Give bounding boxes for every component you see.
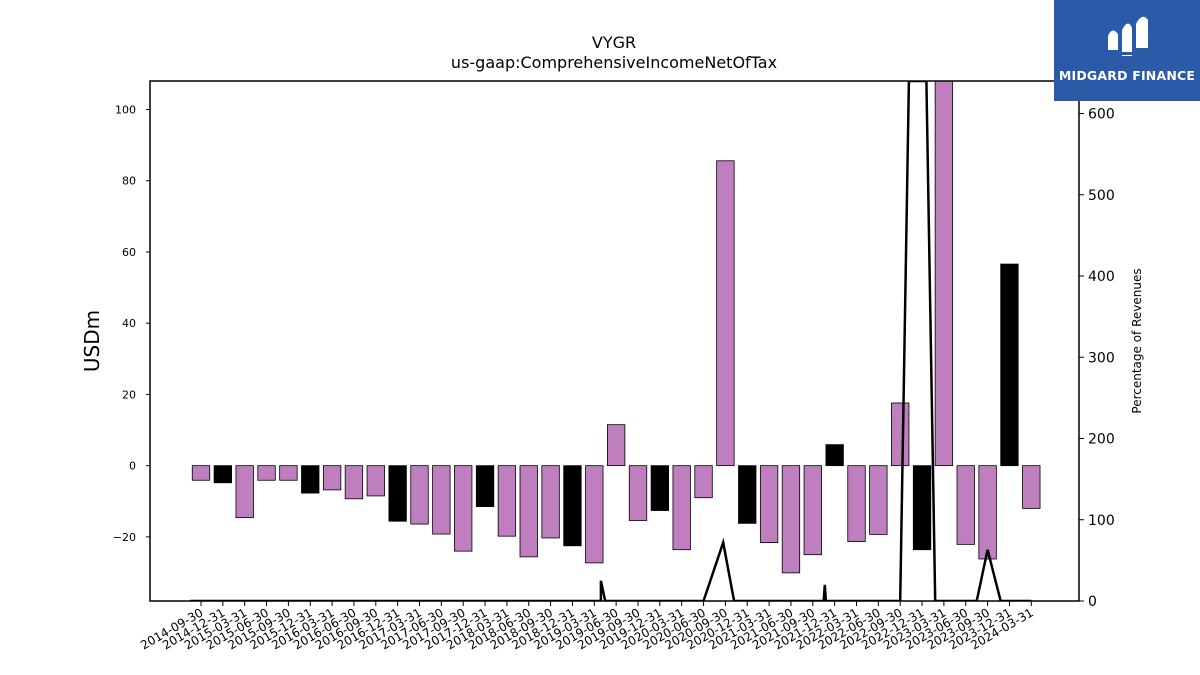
left-tick-label: 60 — [122, 246, 136, 259]
x-axis: 2014-09-302014-12-312015-03-312015-06-30… — [138, 601, 1036, 652]
left-tick-label: 100 — [115, 103, 136, 116]
chart-subtitle: us-gaap:ComprehensiveIncomeNetOfTax — [451, 53, 777, 72]
brand-logo: MIDGARD FINANCE — [1054, 0, 1200, 101]
bar-2021-09-30 — [803, 465, 822, 556]
bar-2019-09-30 — [628, 465, 648, 521]
bar-group — [191, 81, 1041, 574]
plot-frame — [149, 80, 1080, 602]
bar-2018-03-31 — [497, 465, 517, 537]
brand-mark-icon — [1108, 16, 1148, 56]
y-axis-label: USDm — [80, 310, 104, 372]
bar-2020-06-30 — [694, 465, 713, 499]
bar-2023-03-31 — [934, 81, 954, 467]
bar-2021-06-30 — [781, 465, 801, 574]
bar-2023-09-30 — [978, 465, 997, 560]
bar-2017-09-30 — [454, 465, 473, 552]
bar-2015-09-30 — [279, 465, 298, 481]
bar-2020-03-31 — [672, 465, 691, 551]
brand-name: MIDGARD FINANCE — [1058, 68, 1196, 83]
right-tick-label: 400 — [1088, 269, 1115, 285]
bar-2022-03-31 — [847, 465, 866, 542]
left-tick-label: 20 — [122, 388, 136, 401]
bar-2024-03-31 — [1022, 465, 1041, 509]
right-axis: 0 100 200 300 400 500 600 — [1079, 107, 1115, 610]
right-tick-label: 200 — [1088, 432, 1115, 448]
bar-2015-03-31 — [235, 465, 254, 519]
bar-2019-03-31 — [585, 465, 604, 564]
right-tick-label: 300 — [1088, 350, 1115, 366]
bar-2020-09-30 — [716, 160, 735, 467]
bar-2018-06-30 — [519, 465, 538, 558]
bar-2017-12-31 — [475, 465, 495, 508]
right-tick-label: 600 — [1088, 107, 1115, 123]
bar-2022-09-30 — [891, 402, 910, 467]
bar-2016-12-31 — [388, 465, 407, 522]
bar-2019-12-31 — [650, 465, 669, 511]
percentage-of-revenues-line — [190, 81, 1032, 601]
left-tick-label: 0 — [129, 460, 136, 473]
right-tick-label: 0 — [1088, 594, 1097, 610]
left-tick-label: 80 — [122, 175, 136, 188]
left-tick-label: −20 — [113, 531, 136, 544]
bar-2014-09-30 — [191, 465, 211, 481]
bar-2021-03-31 — [759, 465, 779, 543]
bar-2016-06-30 — [344, 465, 364, 500]
right-tick-label: 500 — [1088, 188, 1115, 204]
bar-2020-12-31 — [738, 465, 757, 524]
bar-2016-03-31 — [322, 465, 342, 491]
bar-2015-12-31 — [301, 465, 320, 494]
bar-2017-03-31 — [410, 465, 429, 525]
bar-2022-12-31 — [912, 465, 932, 551]
left-tick-label: 40 — [122, 317, 136, 330]
bar-2022-06-30 — [869, 465, 888, 535]
bar-2016-09-30 — [366, 465, 385, 497]
bar-2023-06-30 — [956, 465, 975, 545]
right-axis-label: Percentage of Revenues — [1130, 268, 1144, 413]
bar-2014-12-31 — [213, 465, 233, 484]
bar-2021-12-31 — [825, 444, 844, 467]
bar-2018-12-31 — [563, 465, 582, 547]
percentage-line-group — [190, 81, 1032, 601]
bar-2015-06-30 — [257, 465, 276, 481]
bar-2023-12-31 — [1000, 263, 1019, 467]
chart-title: VYGR — [592, 33, 636, 52]
left-axis: −20 0 20 40 60 80 100 — [113, 103, 150, 544]
bar-2019-06-30 — [607, 424, 626, 467]
bar-2017-06-30 — [432, 465, 451, 535]
bar-2018-09-30 — [541, 465, 560, 539]
right-tick-label: 100 — [1088, 513, 1115, 529]
